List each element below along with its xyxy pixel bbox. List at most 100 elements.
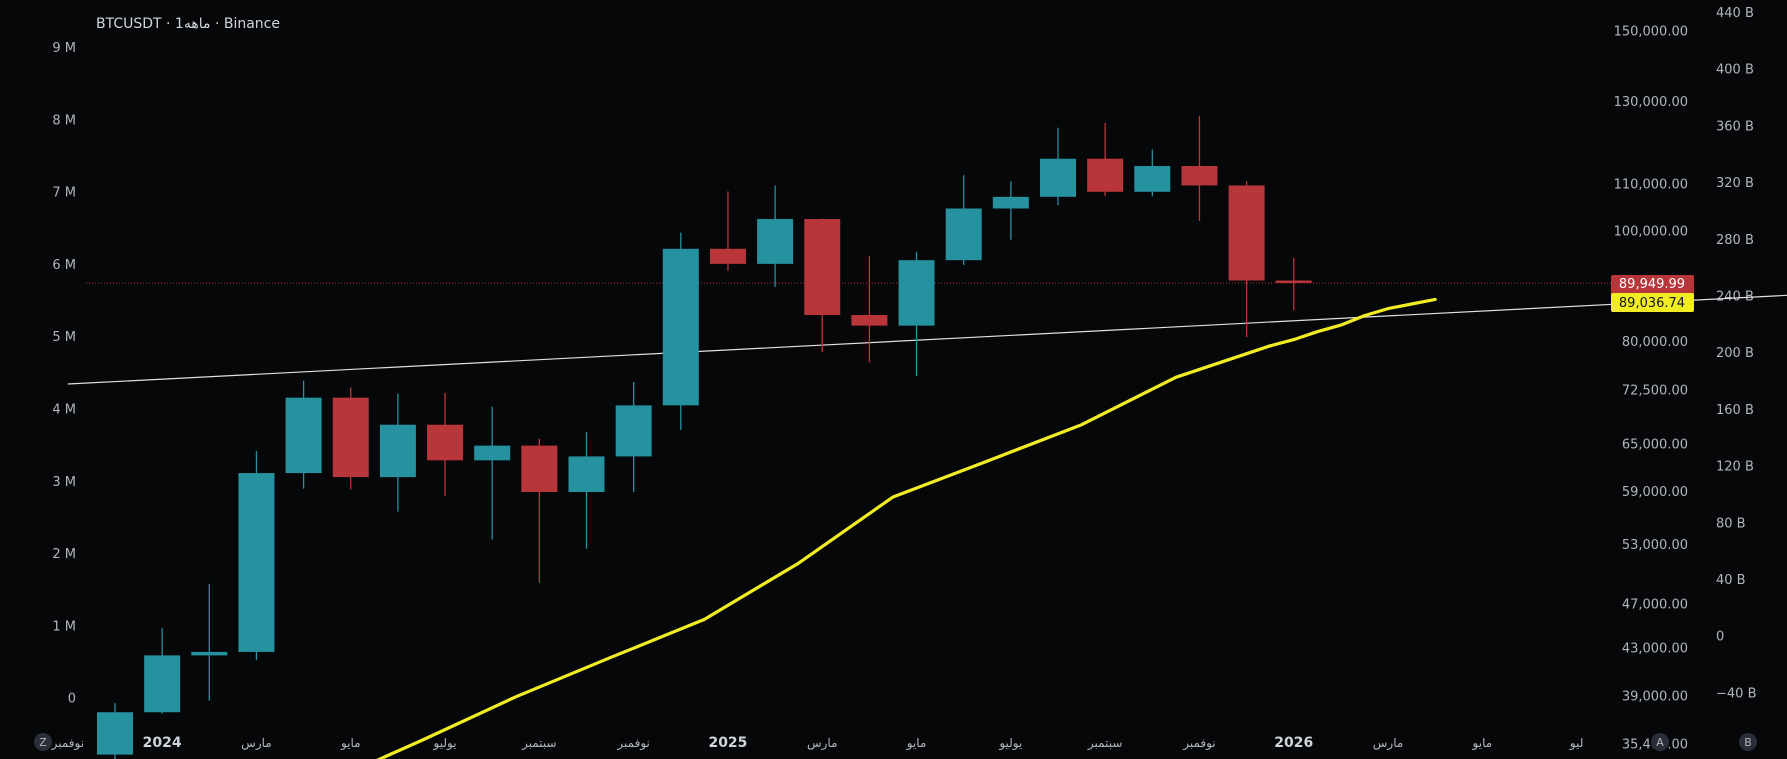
price-tags: 89,949.992d 18h89,036.74: [1611, 274, 1694, 313]
candle: [1134, 149, 1171, 197]
candle-body: [709, 248, 746, 264]
candle: [285, 380, 322, 489]
candle-body: [804, 218, 841, 315]
price-tick-label: 59,000.00: [1622, 485, 1688, 500]
candle: [332, 387, 369, 490]
candle: [427, 392, 464, 497]
ma-value-tag: [1611, 293, 1694, 313]
candle-body: [1134, 166, 1171, 192]
price-tick-label: 65,000.00: [1622, 437, 1688, 452]
candle-body: [238, 473, 275, 652]
trendline[interactable]: [67, 290, 1787, 385]
candle-body: [568, 456, 605, 492]
ma-value-label: 89,036.74: [1619, 296, 1685, 311]
time-axis: نوفمبر 2024 مارس مايو يوليو سبتمبر نوفمبر 2025 م…: [51, 735, 1584, 751]
time-axis-month: مايو: [1472, 736, 1493, 751]
candle-body: [474, 445, 511, 461]
time-axis-month: مارس: [807, 736, 838, 751]
price-tick-label: 72,500.00: [1622, 383, 1688, 398]
zoom-button[interactable]: Z: [34, 733, 52, 751]
candle-body: [1228, 185, 1265, 281]
secondary-tick-label: 360 B: [1716, 119, 1754, 134]
secondary-tick-label: −40 B: [1716, 686, 1757, 701]
volume-tick-label: 7 M: [52, 186, 76, 201]
scale-b-button-circle: [1739, 733, 1757, 751]
secondary-tick-label: 200 B: [1716, 346, 1754, 361]
price-tick-label: 39,000.00: [1622, 689, 1688, 704]
time-axis-month: نوفمبر: [1182, 736, 1215, 751]
volume-tick-label: 8 M: [52, 113, 76, 128]
time-axis-month: سبتمبر: [1087, 736, 1122, 751]
time-axis-month: مارس: [241, 736, 272, 751]
price-tick-label: 47,000.00: [1622, 597, 1688, 612]
volume-tick-label: 5 M: [52, 330, 76, 345]
moving-average: [376, 297, 1437, 759]
volume-tick-label: 9 M: [52, 41, 76, 56]
time-axis-month: يوليو: [998, 736, 1022, 751]
secondary-tick-label: 400 B: [1716, 63, 1754, 78]
candle: [1087, 122, 1124, 196]
candle: [474, 406, 511, 540]
candle: [568, 432, 605, 549]
candle: [757, 185, 794, 288]
time-axis-year: 2024: [143, 735, 182, 751]
scale-b-button[interactable]: B: [1739, 733, 1757, 751]
secondary-tick-label: 40 B: [1716, 573, 1746, 588]
chart-title: BTCUSDT · 1ماهه · Binance: [96, 16, 280, 32]
candle: [945, 175, 982, 265]
candle: [851, 256, 888, 363]
candle: [615, 382, 652, 492]
candle-body: [662, 248, 699, 406]
candle: [709, 191, 746, 271]
candle-body: [521, 445, 558, 492]
candle: [898, 251, 935, 377]
time-axis-month: مارس: [1373, 736, 1404, 751]
secondary-tick-label: 320 B: [1716, 176, 1754, 191]
candle: [97, 703, 133, 759]
candle-body: [992, 196, 1029, 209]
auto-scale-button-circle: [1651, 733, 1669, 751]
price-tick-label: 130,000.00: [1614, 95, 1688, 110]
time-axis-month: مايو: [340, 736, 361, 751]
secondary-tick-label: 120 B: [1716, 460, 1754, 475]
candle: [1228, 180, 1265, 338]
secondary-tick-label: 240 B: [1716, 290, 1754, 305]
candle-body: [144, 655, 181, 713]
candle-body: [97, 712, 133, 755]
moving-average-line: [376, 297, 1437, 759]
candle: [1181, 115, 1218, 221]
time-axis-month: نوفمبر: [616, 736, 649, 751]
time-axis-month: نوفمبر: [51, 736, 84, 751]
volume-tick-label: 6 M: [52, 258, 76, 273]
secondary-tick-label: 80 B: [1716, 516, 1746, 531]
price-tick-label: 100,000.00: [1614, 225, 1688, 240]
candle: [144, 628, 181, 714]
candle-body: [851, 314, 888, 326]
candle-body: [427, 424, 464, 461]
candle-body: [898, 260, 935, 326]
auto-scale-button[interactable]: A: [1651, 733, 1669, 751]
zoom-button-circle: [34, 733, 52, 751]
price-tick-label: 53,000.00: [1622, 538, 1688, 553]
candle-body: [191, 651, 228, 656]
candle-body: [945, 208, 982, 261]
candle-body: [1275, 280, 1312, 283]
volume-tick-label: 0: [68, 692, 76, 707]
auto-scale-button-label: A: [1656, 736, 1664, 749]
volume-tick-label: 1 M: [52, 619, 76, 634]
candles: [97, 115, 1312, 759]
price-tick-label: 150,000.00: [1614, 25, 1688, 40]
candle-body: [1087, 158, 1124, 192]
scale-b-button-label: B: [1744, 736, 1752, 749]
time-axis-month: سبتمبر: [521, 736, 556, 751]
candle: [521, 438, 558, 583]
candle-body: [615, 405, 652, 457]
candle: [191, 583, 228, 701]
secondary-tick-label: 440 B: [1716, 6, 1754, 21]
candle: [1275, 258, 1312, 311]
candle-body: [285, 397, 322, 474]
secondary-tick-label: 160 B: [1716, 403, 1754, 418]
